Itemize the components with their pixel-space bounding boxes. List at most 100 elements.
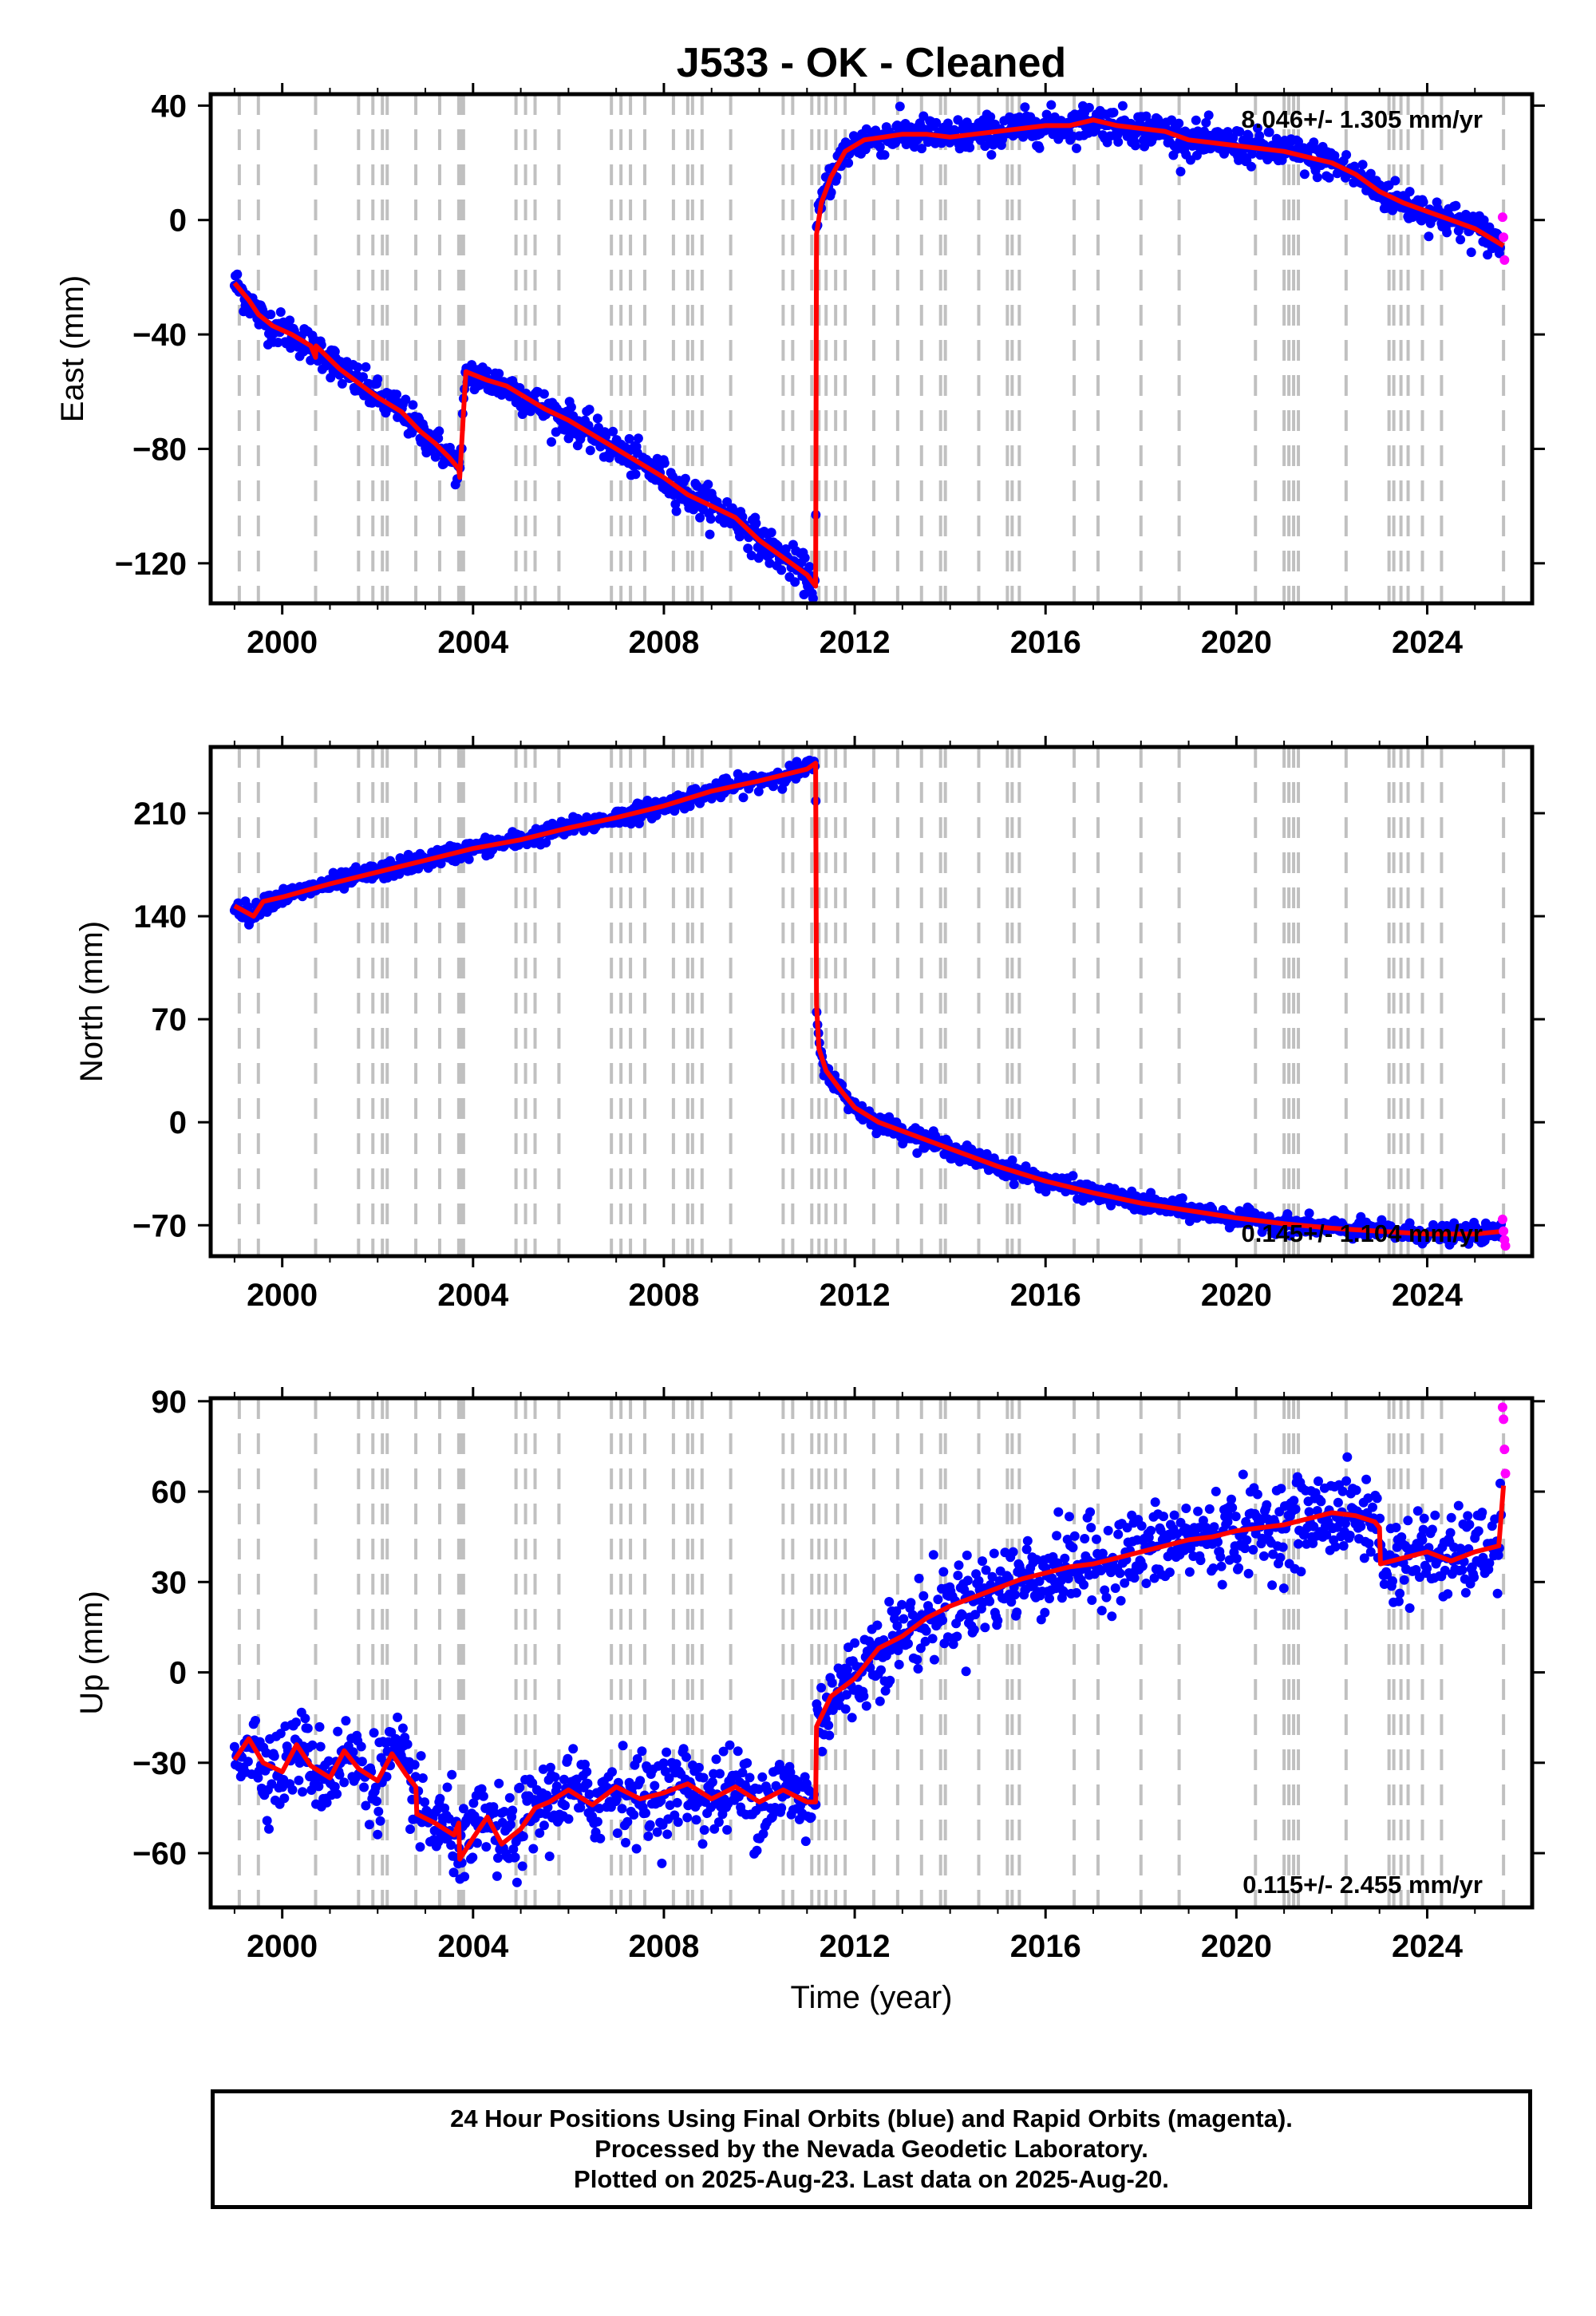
final-orbit-point [1341, 1476, 1352, 1486]
final-orbit-point [921, 1626, 931, 1636]
x-tick-label: 2004 [437, 1929, 509, 1964]
final-orbit-point [608, 426, 618, 437]
final-orbit-point [903, 1638, 913, 1649]
final-orbit-point [629, 1810, 639, 1820]
final-orbit-point [768, 781, 778, 792]
plot-frame [208, 92, 1535, 606]
final-orbit-point [1338, 1541, 1349, 1551]
final-orbit-point [1492, 1588, 1503, 1599]
final-orbit-point [872, 1620, 883, 1630]
final-orbit-point [478, 1791, 488, 1801]
final-orbit-point [322, 1797, 332, 1808]
final-orbit-point [373, 1806, 384, 1816]
final-orbit-point [695, 512, 705, 523]
footer-box: 24 Hour Positions Using Final Orbits (bl… [211, 2089, 1532, 2209]
final-orbit-point [434, 426, 444, 437]
final-orbit-point [243, 1757, 253, 1767]
final-orbit-point [641, 1808, 650, 1818]
final-orbit-point [1231, 1554, 1242, 1563]
final-orbit-point [1203, 110, 1214, 121]
final-orbit-point [1243, 1568, 1254, 1579]
final-orbit-point [595, 1833, 606, 1844]
final-orbit-point [1460, 1587, 1471, 1598]
final-orbit-point [671, 1759, 681, 1769]
final-orbit-point [989, 1548, 999, 1559]
final-orbit-point [1330, 1542, 1341, 1552]
final-orbit-point [985, 1596, 995, 1607]
final-orbit-point [800, 553, 810, 563]
final-orbit-point [892, 1621, 903, 1631]
final-orbit-point [420, 1797, 430, 1808]
final-orbit-point [1113, 1529, 1124, 1539]
model-line [232, 117, 1505, 589]
x-tick-label: 2024 [1392, 1278, 1464, 1313]
final-orbit-point [1359, 1553, 1369, 1563]
final-orbit-point [664, 1773, 674, 1784]
final-orbit-point [1417, 1535, 1428, 1545]
final-orbit-point [785, 1767, 796, 1777]
final-orbit-point [1184, 1567, 1195, 1577]
final-orbit-point [1395, 1588, 1405, 1599]
final-orbit-point [539, 389, 549, 399]
final-orbit-point [410, 1772, 421, 1782]
final-orbit-point [1238, 1469, 1248, 1480]
final-orbit-point [1096, 1606, 1107, 1616]
final-orbit-point [1159, 1512, 1168, 1522]
final-orbit-point [392, 389, 401, 400]
final-orbit-point [843, 158, 854, 168]
final-orbit-point [1177, 1193, 1187, 1203]
final-orbit-point [681, 1752, 691, 1762]
final-orbit-point [1368, 1502, 1377, 1512]
final-orbit-point [1404, 1603, 1415, 1613]
final-orbit-point [665, 1800, 675, 1810]
final-orbit-point [725, 1740, 735, 1750]
final-orbit-point [515, 1782, 525, 1792]
x-tick-label: 2012 [820, 1278, 891, 1313]
plot-frame [208, 1396, 1535, 1910]
final-orbit-point [1092, 1534, 1101, 1544]
y-tick-label: 90 [152, 1385, 188, 1420]
final-orbit-point [703, 480, 713, 489]
final-orbit-point [1477, 1508, 1487, 1518]
final-orbit-point [563, 1814, 574, 1824]
final-orbit-point [1478, 1552, 1488, 1563]
final-orbit-point [435, 1793, 445, 1804]
final-orbit-point [824, 1730, 835, 1741]
final-orbit-point [1290, 1504, 1301, 1514]
final-orbit-point [1164, 1567, 1175, 1578]
final-orbit-points [229, 755, 1507, 1250]
final-orbit-point [875, 1696, 885, 1706]
final-orbit-point [1460, 209, 1471, 219]
final-orbit-point [1201, 117, 1211, 128]
final-orbit-point [961, 1666, 971, 1677]
final-orbit-point [545, 1762, 555, 1773]
final-orbit-point [1418, 197, 1428, 207]
y-tick-label: 70 [152, 1002, 188, 1037]
final-orbit-point [1466, 247, 1476, 258]
rapid-orbit-point [1497, 1402, 1507, 1413]
final-orbit-point [808, 593, 818, 603]
final-orbit-point [1215, 1551, 1226, 1562]
x-tick-label: 2000 [247, 1278, 318, 1313]
x-tick-label: 2008 [628, 1278, 699, 1313]
final-orbit-point [415, 1842, 425, 1852]
final-orbit-point [508, 1844, 519, 1854]
final-orbit-point [357, 1757, 367, 1767]
final-orbit-point [595, 1804, 605, 1813]
final-orbit-point [539, 1820, 549, 1831]
final-orbit-point [799, 590, 809, 599]
x-tick-label: 2024 [1392, 625, 1464, 660]
final-orbit-point [1321, 1530, 1332, 1540]
final-orbit-point [780, 544, 791, 554]
final-orbit-point [356, 1741, 366, 1752]
x-tick-label: 2008 [628, 1929, 699, 1964]
final-orbit-point [1087, 1595, 1097, 1605]
final-orbit-point [1364, 1539, 1374, 1549]
event-lines [237, 94, 1506, 603]
final-orbit-point [1469, 1572, 1479, 1583]
final-orbit-point [1113, 136, 1124, 147]
final-orbit-point [766, 528, 776, 538]
final-orbit-point [505, 1820, 516, 1830]
final-orbit-point [952, 1631, 962, 1642]
final-orbit-point [745, 1773, 755, 1783]
